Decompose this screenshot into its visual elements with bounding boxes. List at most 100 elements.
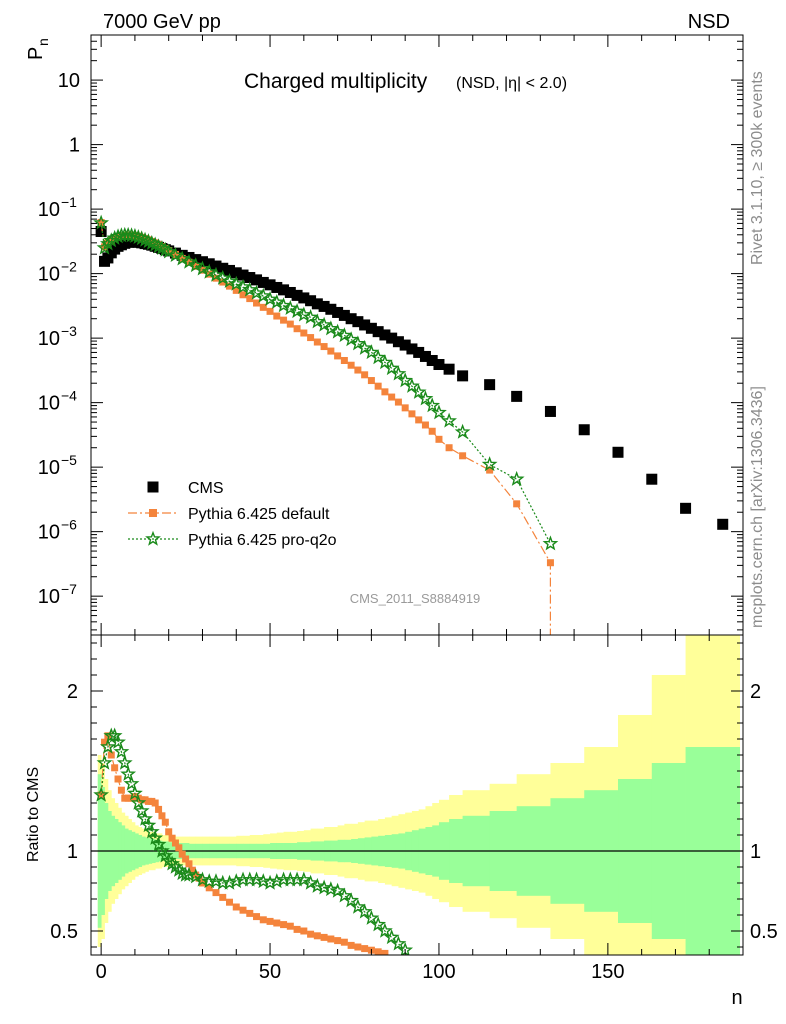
header-right: NSD — [688, 11, 730, 33]
ylabel-sub: n — [35, 38, 51, 46]
ratio-point — [302, 874, 319, 890]
data-point — [93, 214, 110, 230]
data-point — [271, 281, 283, 293]
y-tick-label: 10 — [38, 328, 60, 350]
data-point — [399, 339, 411, 351]
ratio-point — [111, 764, 119, 772]
ratio-point — [150, 836, 167, 852]
ratio-point — [127, 785, 143, 801]
ylabel-group: P n — [25, 38, 51, 60]
data-point — [372, 326, 384, 338]
data-point — [280, 316, 288, 324]
data-point — [246, 295, 254, 303]
ratio-point — [322, 881, 339, 897]
y-tick-exponent: −6 — [61, 517, 77, 533]
y-tick-exponent: −7 — [61, 581, 77, 597]
y-tick-label: 10 — [58, 70, 80, 92]
y-tick-label: 10 — [38, 457, 60, 479]
data-point — [443, 363, 455, 375]
data-point — [230, 267, 242, 279]
ratio-point — [219, 893, 227, 901]
y-tick-exponent: −4 — [61, 388, 77, 404]
y-tick-exponent: −5 — [61, 452, 77, 468]
data-point — [408, 410, 416, 418]
data-point — [322, 320, 339, 336]
ratio-point — [221, 874, 238, 890]
data-point — [273, 312, 281, 320]
data-point — [367, 377, 375, 385]
data-point — [578, 424, 590, 436]
data-point — [441, 412, 457, 428]
x-tick-label: 0 — [96, 961, 107, 983]
ratio-point — [390, 935, 407, 951]
data-point — [208, 266, 224, 282]
ratio-point — [208, 873, 224, 889]
ratio-point — [182, 855, 190, 863]
data-point — [417, 390, 434, 406]
data-point — [300, 329, 308, 337]
data-point — [340, 356, 348, 364]
data-point — [248, 284, 265, 300]
y-tick-label: 1 — [69, 135, 80, 157]
data-point — [194, 260, 211, 276]
data-point — [244, 272, 256, 284]
ratio-point — [356, 903, 373, 919]
data-point — [386, 332, 398, 344]
data-point — [332, 306, 344, 318]
chart-title: Charged multiplicity — [244, 70, 428, 93]
ratio-point — [140, 817, 157, 833]
data-point — [359, 319, 371, 331]
data-point — [174, 250, 191, 266]
data-point — [486, 466, 494, 474]
data-point — [544, 405, 556, 417]
ratio-point — [262, 874, 278, 890]
data-point — [219, 278, 227, 286]
data-point — [508, 470, 525, 486]
data-point — [612, 446, 624, 458]
data-point — [232, 286, 240, 294]
data-point — [275, 297, 292, 313]
data-point — [241, 281, 258, 297]
ratio-point — [293, 925, 301, 933]
ratio-tick-label-right: 1 — [750, 841, 761, 863]
ratio-point — [381, 949, 389, 955]
ratio-point — [248, 871, 265, 887]
data-point — [401, 404, 409, 412]
legend-label: Pythia 6.425 default — [188, 506, 330, 523]
main-axis-ticks — [91, 34, 743, 635]
data-point — [264, 279, 276, 291]
ratio-point — [187, 868, 204, 884]
data-point — [295, 306, 312, 322]
chart-subtitle: (NSD, |η| < 2.0) — [456, 75, 567, 92]
legend: CMS Pythia 6.425 default Pythia 6.425 pro-… — [128, 480, 337, 549]
data-point — [201, 263, 218, 279]
data-point — [433, 359, 445, 371]
series-line — [100, 222, 551, 544]
data-point — [415, 416, 423, 424]
ratio-point — [361, 945, 369, 953]
ratio-point — [316, 879, 332, 895]
data-point — [336, 327, 353, 343]
ratio-point — [113, 743, 130, 759]
data-point — [313, 338, 321, 346]
data-point — [374, 382, 382, 390]
data-point — [257, 276, 269, 288]
ratio-point — [114, 775, 122, 783]
ratio-point — [107, 751, 115, 759]
data-point — [167, 247, 184, 263]
legend-marker — [149, 509, 157, 517]
data-point — [298, 292, 310, 304]
ratio-point — [147, 829, 164, 845]
y-tick-exponent: −3 — [61, 323, 77, 339]
data-point — [511, 390, 523, 402]
data-point — [397, 372, 414, 388]
ratio-point — [171, 839, 179, 847]
ratio-tick-label-right: 0.5 — [750, 921, 778, 943]
ratio-point — [313, 932, 321, 940]
data-point — [717, 518, 729, 530]
ratio-point — [239, 906, 247, 914]
data-point — [329, 323, 346, 339]
ratio-point — [96, 754, 113, 770]
ratio-point — [106, 727, 123, 743]
